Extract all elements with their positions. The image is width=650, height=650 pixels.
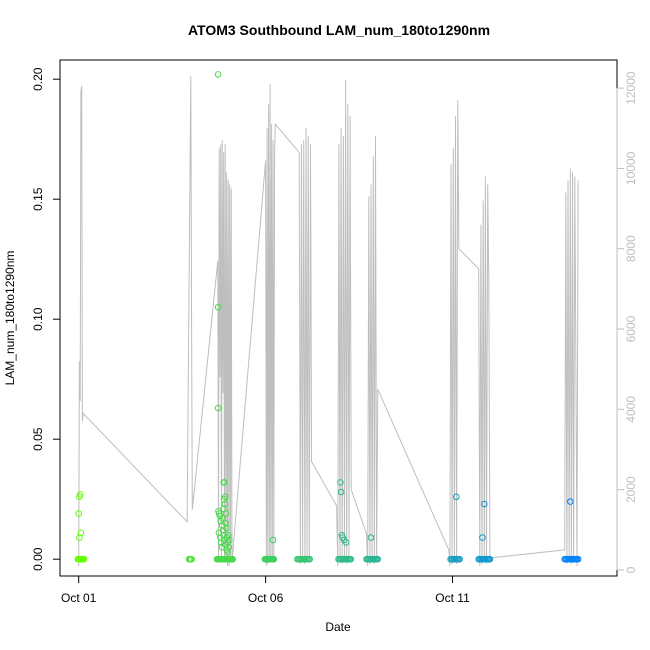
y2-tick-label: 0 bbox=[624, 566, 638, 573]
data-point bbox=[270, 555, 278, 563]
data-point bbox=[217, 539, 225, 546]
y-axis-left: 0.00 0.05 0.10 0.15 0.20 bbox=[31, 67, 61, 571]
data-point bbox=[347, 555, 355, 563]
data-point bbox=[337, 479, 344, 486]
data-point bbox=[456, 555, 463, 563]
point-series-layer bbox=[74, 71, 582, 563]
data-point bbox=[342, 539, 350, 546]
data-point bbox=[306, 555, 314, 563]
data-point bbox=[77, 529, 85, 537]
data-point bbox=[188, 555, 195, 563]
y-tick-label: 0.05 bbox=[31, 427, 45, 451]
y2-tick-label: 8000 bbox=[624, 235, 638, 262]
y2-tick-label: 6000 bbox=[624, 315, 638, 342]
data-point bbox=[217, 534, 224, 541]
y2-tick-label: 4000 bbox=[624, 396, 638, 423]
y-tick-label: 0.10 bbox=[31, 307, 45, 331]
data-point bbox=[486, 555, 494, 563]
data-point bbox=[221, 500, 229, 508]
data-point bbox=[374, 555, 382, 563]
chart-title: ATOM3 Southbound LAM_num_180to1290nm bbox=[188, 22, 490, 38]
data-point bbox=[337, 488, 345, 496]
y2-tick-label: 12000 bbox=[624, 71, 638, 105]
data-point bbox=[214, 303, 222, 311]
x-tick-label: Oct 01 bbox=[61, 591, 97, 605]
line-series-layer bbox=[78, 76, 579, 567]
x-axis: Oct 01 Oct 06 Oct 11 bbox=[61, 575, 470, 605]
data-point bbox=[479, 534, 486, 541]
line-series bbox=[78, 76, 579, 567]
x-tick-label: Oct 11 bbox=[435, 591, 470, 605]
data-point bbox=[76, 491, 84, 498]
data-point bbox=[269, 536, 277, 544]
data-point bbox=[214, 404, 222, 412]
data-point bbox=[453, 493, 460, 501]
data-point bbox=[574, 555, 582, 563]
data-point bbox=[226, 536, 233, 544]
data-point bbox=[367, 534, 375, 541]
data-point bbox=[223, 524, 230, 532]
data-point bbox=[481, 500, 488, 508]
y2-tick-label: 2000 bbox=[624, 476, 638, 503]
data-point bbox=[229, 555, 236, 563]
y-axis-right: 0 2000 4000 6000 8000 10000 12000 bbox=[616, 71, 638, 573]
data-point bbox=[222, 510, 230, 517]
data-point bbox=[80, 555, 88, 563]
data-point bbox=[219, 515, 226, 522]
data-point bbox=[567, 498, 574, 505]
data-point bbox=[222, 519, 229, 527]
x-tick-label: Oct 06 bbox=[248, 591, 284, 605]
y-tick-label: 0.20 bbox=[31, 67, 45, 91]
data-point bbox=[221, 493, 229, 501]
data-point bbox=[75, 510, 82, 517]
y2-tick-label: 10000 bbox=[624, 151, 638, 185]
x-axis-label: Date bbox=[325, 620, 351, 634]
data-point bbox=[221, 479, 228, 486]
y-tick-label: 0.15 bbox=[31, 187, 45, 211]
data-point bbox=[224, 548, 231, 556]
data-point bbox=[214, 71, 222, 78]
y-tick-label: 0.00 bbox=[31, 547, 45, 571]
y-axis-label: LAM_num_180to1290nm bbox=[3, 251, 17, 386]
data-point bbox=[224, 531, 232, 539]
